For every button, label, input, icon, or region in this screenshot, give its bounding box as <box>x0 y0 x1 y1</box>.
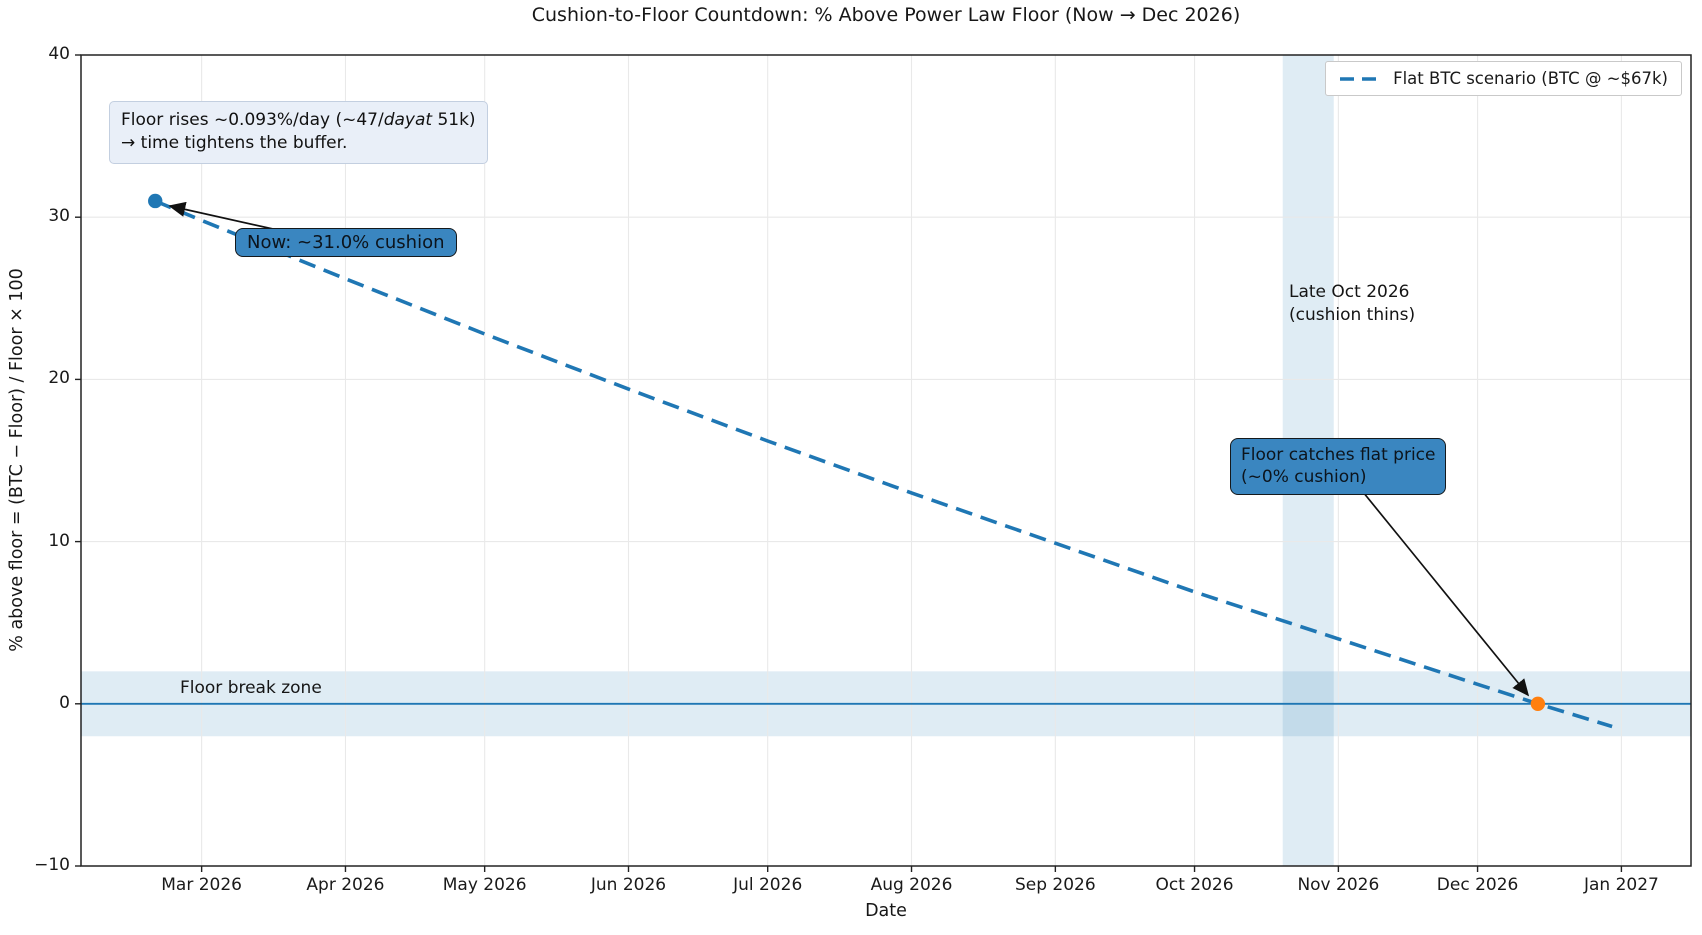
legend: Flat BTC scenario (BTC @ ~$67k) <box>1325 61 1682 96</box>
x-tick-label: Sep 2026 <box>1014 875 1096 895</box>
x-tick-label: May 2026 <box>442 875 527 895</box>
late-oct-label: Late Oct 2026 (cushion thins) <box>1289 282 1416 325</box>
floor-break-zone-label: Floor break zone <box>180 678 322 698</box>
x-tick-label: Aug 2026 <box>870 875 953 895</box>
floor-rises-note-line2: → time tightens the buffer. <box>121 133 348 154</box>
shaded-bands <box>81 55 1691 866</box>
legend-entry-label: Flat BTC scenario (BTC @ ~$67k) <box>1393 69 1668 88</box>
floor-catches-annotation: Floor catches flat price (~0% cushion) <box>1230 438 1447 495</box>
y-tick-label: −10 <box>34 855 70 875</box>
gridlines <box>81 54 1691 867</box>
x-axis-label: Date <box>865 901 907 921</box>
x-tick-label: Jan 2027 <box>1583 875 1659 895</box>
x-tick-label: Jul 2026 <box>733 875 803 895</box>
x-tick-label: Oct 2026 <box>1155 875 1234 895</box>
y-tick-label: 30 <box>48 206 70 227</box>
y-axis-label: % above floor = (BTC − Floor) / Floor × … <box>7 268 27 652</box>
x-tick-label: Jun 2026 <box>590 875 667 895</box>
flat-btc-scenario-line <box>154 199 1613 729</box>
now-cushion-annotation: Now: ~31.0% cushion <box>235 228 457 257</box>
axes-spines-and-ticks <box>75 54 1692 872</box>
x-tick-label: Apr 2026 <box>306 875 385 895</box>
x-tick-label: Dec 2026 <box>1436 875 1519 895</box>
y-tick-label: 20 <box>48 368 70 389</box>
data-point-markers <box>148 193 1546 711</box>
floor-rises-note: Floor rises ~0.093%/day (~47/dayat 51k) … <box>109 101 488 164</box>
y-tick-label: 10 <box>48 530 70 551</box>
chart-title: Cushion-to-Floor Countdown: % Above Powe… <box>531 4 1241 26</box>
y-tick-label: 0 <box>59 692 70 713</box>
annotation-arrows <box>168 201 1530 697</box>
legend-dashed-line-sample <box>1340 76 1381 81</box>
x-tick-label: Mar 2026 <box>161 875 242 895</box>
x-tick-label: Nov 2026 <box>1297 875 1380 895</box>
floor-rises-note-line1: Floor rises ~0.093%/day (~47/dayat 51k) <box>121 110 476 130</box>
y-tick-label: 40 <box>48 44 70 64</box>
